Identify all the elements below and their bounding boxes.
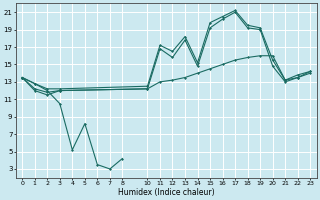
X-axis label: Humidex (Indice chaleur): Humidex (Indice chaleur)	[118, 188, 214, 197]
